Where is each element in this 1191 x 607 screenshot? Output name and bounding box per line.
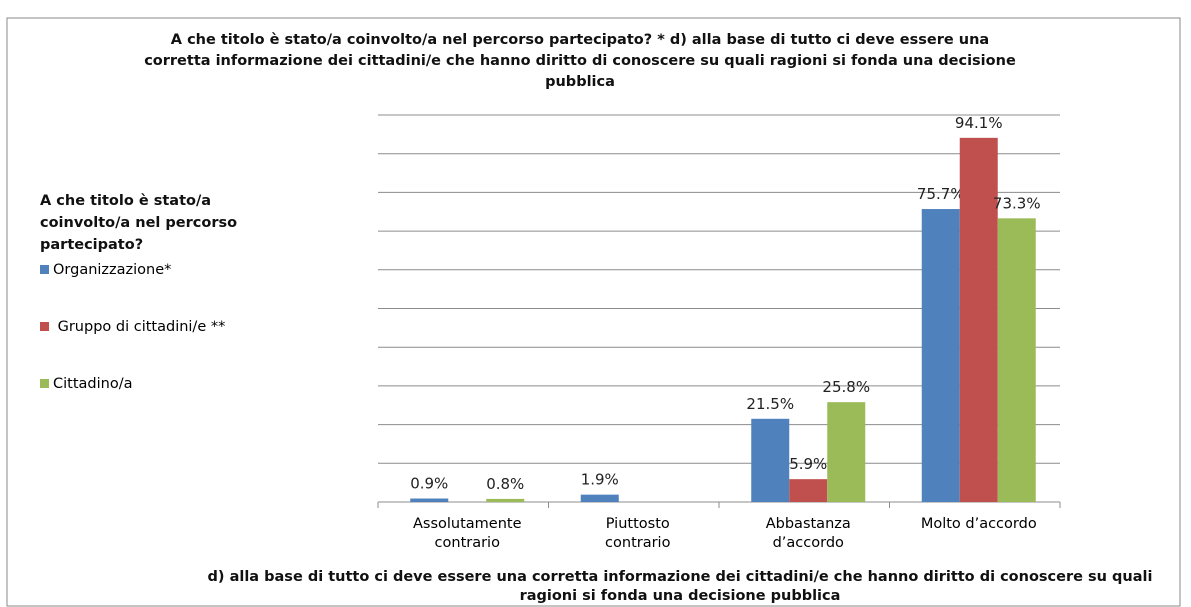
legend-item: Organizzazione* [40, 262, 171, 278]
bar [827, 402, 866, 502]
data-label: 25.8% [822, 378, 870, 396]
x-axis-title: d) alla base di tutto ci deve essere una… [207, 569, 1153, 604]
legend-item: Cittadino/a [40, 376, 132, 392]
bar [486, 498, 525, 502]
data-label: 5.9% [789, 455, 827, 473]
legend-title: A che titolo è stato/a coinvolto/a nel p… [40, 193, 238, 253]
legend-swatch [40, 379, 49, 388]
bar [580, 494, 619, 502]
legend-label: Gruppo di cittadini/e ** [53, 319, 226, 335]
x-tick-label: Molto d’accordo [920, 516, 1037, 532]
legend-swatch [40, 322, 49, 331]
data-label: 1.9% [581, 471, 619, 489]
x-tick-label: Assolutamente contrario [412, 516, 522, 551]
bar [751, 418, 790, 502]
legend-label: Organizzazione* [53, 262, 172, 278]
bar [997, 218, 1036, 503]
chart-title: A che titolo è stato/a coinvolto/a nel p… [144, 32, 1016, 90]
data-label: 0.8% [486, 475, 524, 493]
legend-label: Cittadino/a [53, 376, 133, 392]
bar [789, 479, 828, 502]
data-label: 0.9% [410, 475, 448, 493]
bar [410, 498, 449, 502]
x-tick-label: Abbastanza d’accordo [765, 516, 851, 551]
legend-swatch [40, 265, 49, 274]
data-label: 94.1% [955, 114, 1003, 132]
x-tick-label: Piuttosto contrario [605, 516, 671, 551]
bar [921, 209, 960, 502]
bar [959, 137, 998, 502]
frame [6, 17, 1181, 607]
data-label: 73.3% [993, 194, 1041, 212]
legend-item: Gruppo di cittadini/e ** [40, 319, 225, 335]
data-label: 21.5% [746, 395, 794, 413]
data-label: 75.7% [917, 185, 965, 203]
